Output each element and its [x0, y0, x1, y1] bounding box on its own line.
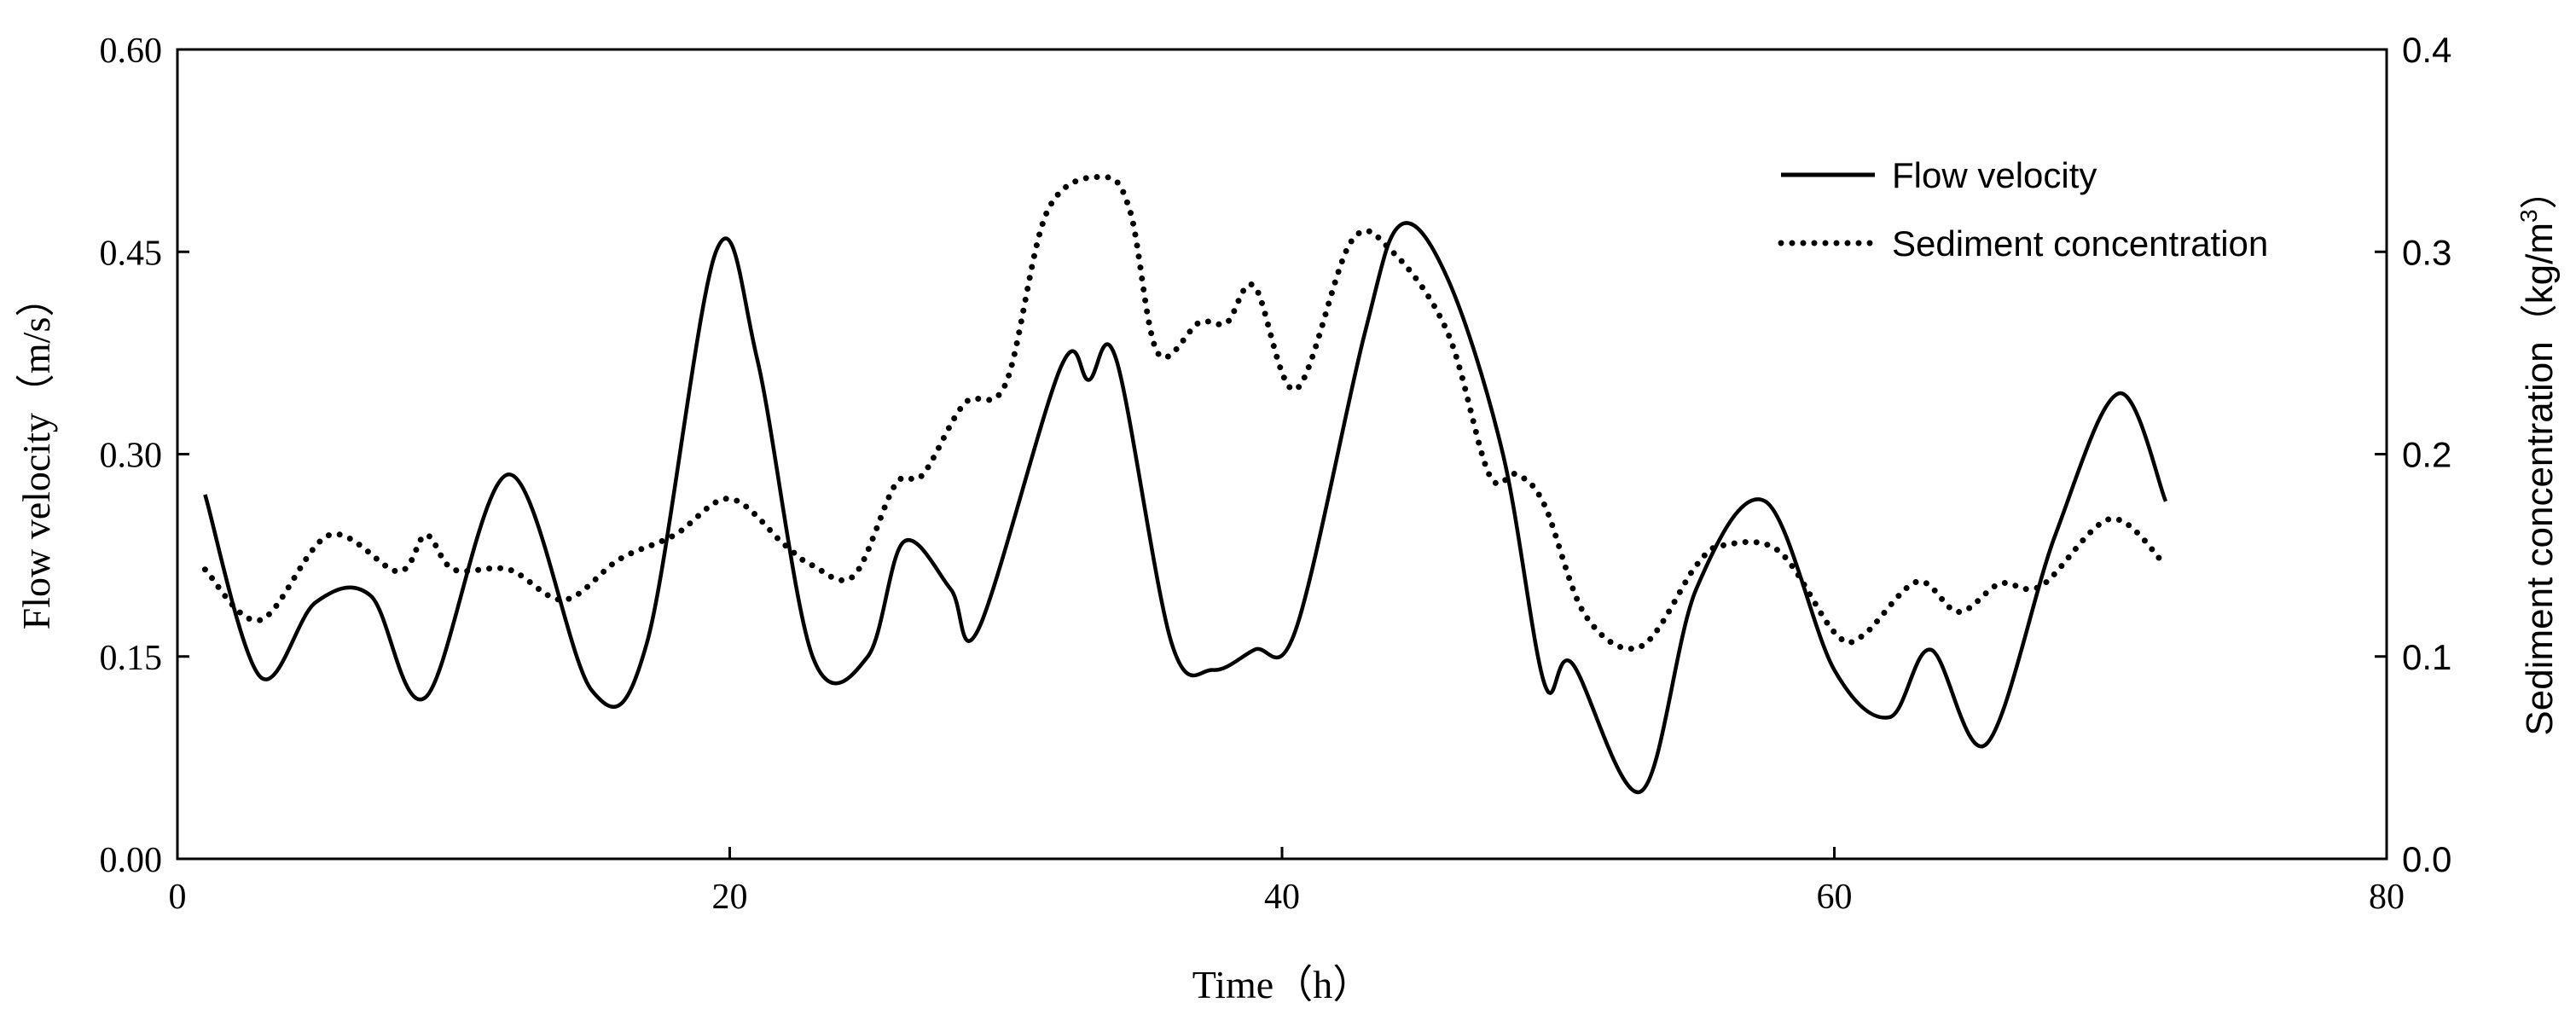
y-tick-label: 0.60 — [100, 32, 163, 71]
data-point — [1296, 389, 1297, 390]
x-tick-label: 60 — [1817, 878, 1853, 917]
x-tick-label: 80 — [2369, 878, 2405, 917]
series-line-sediment-concentration — [201, 173, 2169, 652]
x-tick-label: 0 — [169, 878, 187, 917]
legend-label-sediment: Sediment concentration — [1892, 223, 2268, 264]
y2-axis-label-close: ） — [2519, 171, 2561, 209]
legend: Flow velocity Sediment concentration — [1778, 155, 2268, 264]
legend-label-flow-velocity: Flow velocity — [1892, 155, 2097, 195]
y-tick-label: 0.30 — [100, 437, 163, 476]
data-point — [1586, 616, 1587, 617]
y2-axis-label-text: Sediment concentration（kg/m — [2519, 223, 2561, 736]
data-point — [964, 403, 965, 404]
x-axis-label: Time（h） — [1192, 963, 1372, 1006]
y-tick-label: 0.45 — [100, 234, 163, 273]
x-tick-label: 20 — [712, 878, 748, 917]
y2-tick-label: 0.2 — [2402, 435, 2451, 475]
y-axis-label: Flow velocity（m/s） — [15, 278, 58, 630]
y2-tick-label: 0.4 — [2402, 30, 2451, 70]
x-tick-label: 40 — [1264, 878, 1300, 917]
series-line-flow-velocity — [203, 221, 2168, 795]
y-tick-label: 0.00 — [100, 841, 163, 880]
data-point — [729, 498, 730, 499]
y2-axis-label-sup: 3 — [2515, 209, 2542, 223]
y-tick-label: 0.15 — [100, 639, 163, 678]
data-point — [398, 571, 399, 572]
data-point — [1999, 583, 2000, 584]
y2-tick-label: 0.1 — [2402, 637, 2451, 677]
y2-axis-label: Sediment concentration（kg/m3） — [2515, 171, 2561, 735]
y2-tick-label: 0.3 — [2402, 232, 2451, 272]
y2-tick-label: 0.0 — [2402, 839, 2451, 879]
